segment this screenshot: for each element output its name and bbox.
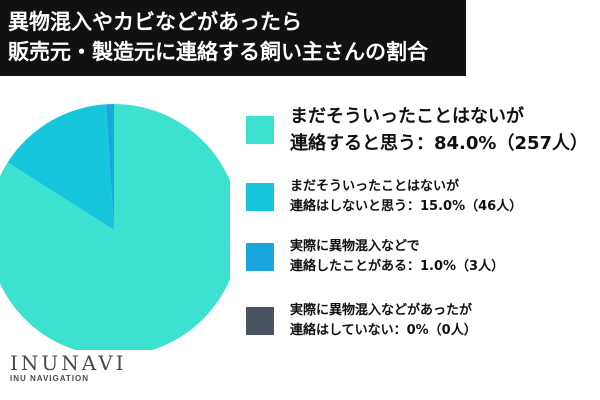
pie-chart — [0, 104, 230, 350]
legend-label: 実際に異物混入などで 連絡したことがある：1.0%（3人） — [290, 239, 505, 274]
pie-slice-1 — [0, 104, 230, 350]
pie-slice-2 — [7, 104, 114, 230]
legend-label: まだそういったことはないが 連絡すると思う：84.0%（257人） — [290, 106, 589, 154]
legend-item-contact-would-not: まだそういったことはないが 連絡はしないと思う：15.0%（46人） — [246, 177, 522, 217]
legend-swatch — [246, 116, 274, 144]
legend-swatch — [246, 243, 274, 271]
brand-name: INUNAVI — [10, 351, 127, 375]
legend-item-contacted: 実際に異物混入などで 連絡したことがある：1.0%（3人） — [246, 237, 504, 277]
legend-swatch — [246, 183, 274, 211]
chart-title: 異物混入やカビなどがあったら 販売元・製造元に連絡する飼い主さんの割合 — [0, 0, 466, 76]
title-line-1: 異物混入やカビなどがあったら — [8, 10, 302, 34]
legend-item-not-contacted: 実際に異物混入などがあったが 連絡はしていない：0%（0人） — [246, 301, 477, 341]
pie-slice-3 — [106, 104, 114, 230]
brand-subtitle: INU NAVIGATION — [10, 374, 90, 383]
legend-label: まだそういったことはないが 連絡はしないと思う：15.0%（46人） — [290, 179, 523, 214]
legend-label: 実際に異物混入などがあったが 連絡はしていない：0%（0人） — [290, 303, 477, 338]
legend-swatch — [246, 307, 274, 335]
title-line-2: 販売元・製造元に連絡する飼い主さんの割合 — [8, 40, 428, 64]
legend-item-contact-would: まだそういったことはないが 連絡すると思う：84.0%（257人） — [246, 103, 588, 157]
inunavi-logo: INUNAVI INU NAVIGATION — [10, 352, 127, 383]
